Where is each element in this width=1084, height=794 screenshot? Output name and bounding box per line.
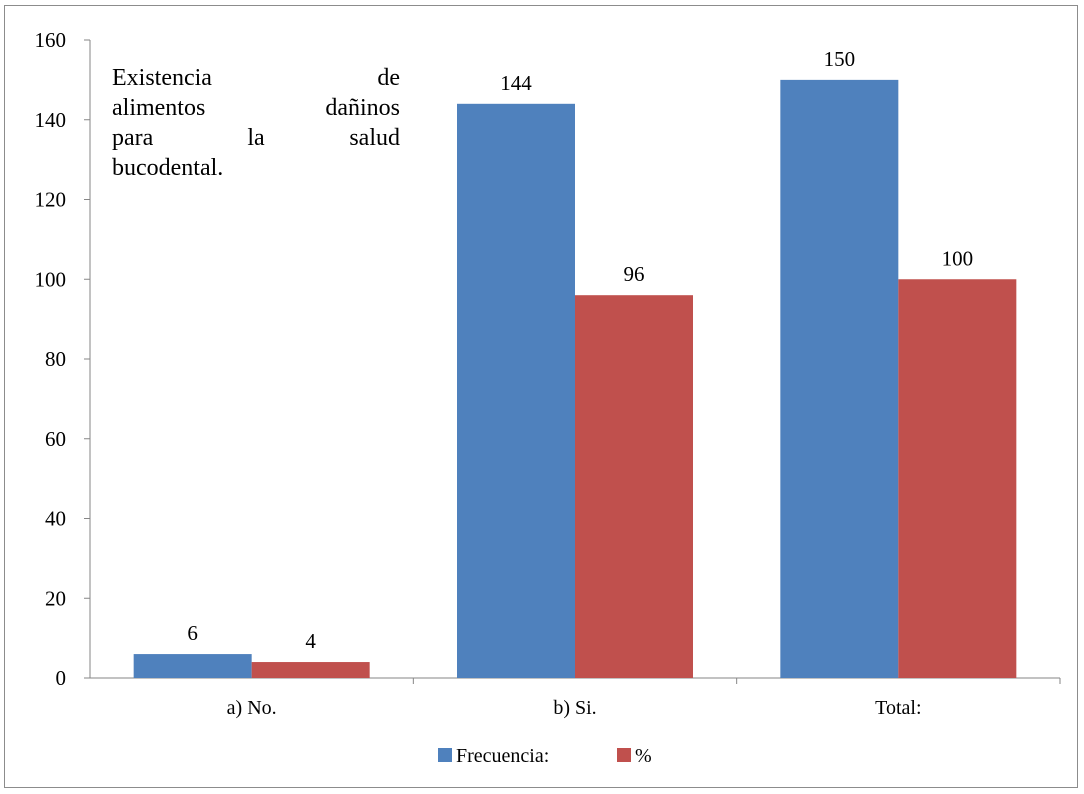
- legend-label: Frecuencia:: [456, 745, 549, 767]
- data-label: 96: [624, 262, 645, 286]
- bar: [133, 654, 252, 678]
- chart-title-word: Existencia: [112, 65, 212, 91]
- data-label: 6: [187, 621, 198, 645]
- y-tick-label: 120: [35, 188, 67, 212]
- bar: [251, 662, 370, 678]
- y-tick-label: 140: [35, 108, 67, 132]
- y-tick-label: 80: [45, 347, 66, 371]
- data-label: 150: [824, 47, 856, 71]
- y-tick-label: 100: [35, 267, 67, 291]
- category-label: Total:: [875, 697, 921, 719]
- bar: [780, 79, 899, 678]
- legend-swatch: [617, 748, 631, 762]
- y-tick-label: 20: [45, 586, 66, 610]
- bar: [457, 103, 575, 679]
- chart-title-word: de: [377, 65, 400, 91]
- y-tick-label: 0: [56, 666, 67, 690]
- bar: [898, 279, 1017, 678]
- data-label: 144: [500, 71, 532, 95]
- chart-title-word: para: [112, 125, 154, 151]
- chart-title-word: dañinos: [325, 95, 400, 121]
- data-label: 4: [305, 629, 316, 653]
- category-label: a) No.: [227, 697, 277, 719]
- y-tick-label: 60: [45, 427, 66, 451]
- chart-title-word: alimentos: [112, 95, 205, 121]
- data-label: 100: [942, 246, 974, 270]
- category-label: b) Si.: [553, 697, 596, 719]
- y-tick-label: 40: [45, 507, 66, 531]
- chart-title-word: la: [247, 125, 265, 151]
- chart-title-word: salud: [349, 125, 400, 151]
- bar: [575, 295, 693, 678]
- legend-swatch: [438, 748, 452, 762]
- y-tick-label: 160: [35, 28, 67, 52]
- legend-label: %: [635, 745, 652, 767]
- chart-title-word: bucodental.: [112, 155, 223, 181]
